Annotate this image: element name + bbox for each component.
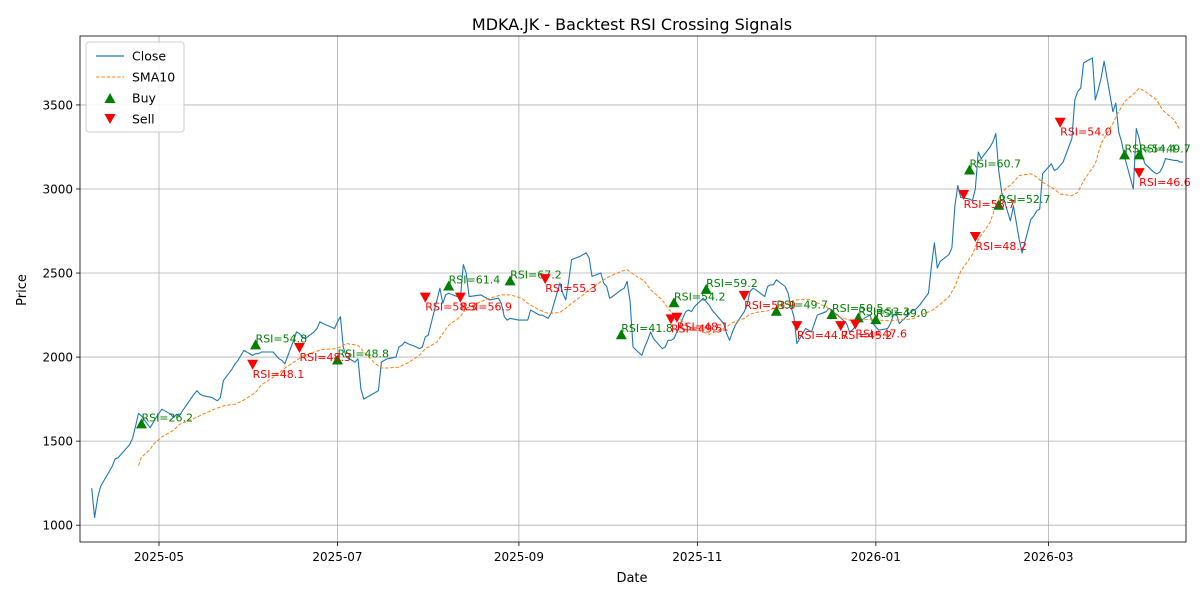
axes-frame	[79, 35, 1187, 543]
buy-marker	[1119, 149, 1131, 160]
buy-signal-label: RSI=52.7	[999, 193, 1051, 206]
sell-marker	[835, 321, 847, 332]
legend-label: SMA10	[132, 70, 175, 85]
buy-marker	[1133, 149, 1145, 160]
sell-marker	[539, 274, 551, 285]
buy-marker	[135, 418, 147, 429]
sell-marker	[1133, 168, 1145, 179]
buy-marker	[504, 275, 516, 286]
x-tick-label: 2026-01	[851, 550, 901, 564]
buy-signal-label: RSI=54.8	[256, 332, 308, 345]
buy-signal-label: RSI=54.4	[1125, 142, 1177, 155]
buy-signal-label: RSI=54.2	[674, 290, 726, 303]
sell-marker	[849, 319, 861, 330]
sell-signal-label: RSI=54.0	[1060, 126, 1112, 139]
x-tick-label: 2025-05	[134, 550, 184, 564]
sell-marker	[958, 190, 970, 201]
buy-marker	[700, 283, 712, 294]
sell-signal-label: RSI=56.9	[460, 301, 512, 314]
sell-marker	[419, 292, 431, 303]
sell-marker	[1054, 117, 1066, 128]
sell-signal-label: RSI=48.1	[677, 321, 729, 334]
buy-signal-label: RSI=53.3	[858, 305, 910, 318]
y-axis-label: Price	[15, 274, 30, 306]
buy-signal-label: RSI=50.5	[832, 302, 884, 315]
sell-signal-label: RSI=55.3	[545, 282, 597, 295]
buy-signal-label: RSI=26.2	[141, 411, 193, 424]
sell-marker	[969, 232, 981, 243]
legend-label: Close	[132, 49, 166, 64]
legend-label: Buy	[132, 91, 156, 106]
sell-marker	[293, 342, 305, 353]
y-tick-label: 1500	[42, 435, 73, 449]
sell-signal-label: RSI=45.2	[841, 329, 893, 342]
buy-signal-label: RSI=49.0	[876, 307, 928, 320]
chart-title: MDKA.JK - Backtest RSI Crossing Signals	[472, 15, 792, 34]
buy-marker	[331, 354, 343, 365]
y-tick-label: 3000	[42, 182, 73, 196]
sell-marker	[247, 359, 259, 370]
buy-marker	[770, 305, 782, 316]
sell-signal-label: RSI=53.9	[744, 299, 796, 312]
y-tick-label: 3500	[42, 98, 73, 112]
sell-signal-label: RSI=49.5	[671, 322, 723, 335]
sell-signal-label: RSI=58.7	[964, 198, 1016, 211]
sell-marker	[791, 321, 803, 332]
x-axis-label: Date	[616, 571, 647, 586]
sell-marker	[454, 292, 466, 303]
x-tick-label: 2025-11	[672, 550, 722, 564]
buy-signal-label: RSI=48.8	[337, 347, 389, 360]
sell-signal-label: RSI=47.6	[855, 327, 907, 340]
buy-marker	[668, 297, 680, 308]
x-tick-label: 2026-03	[1023, 550, 1073, 564]
plot-area: RSI=26.2 RSI=54.8 RSI=48.8 RSI=61.4 RSI=67.2…	[42, 35, 1191, 564]
legend-swatch-sell	[104, 114, 116, 124]
buy-signal-label: RSI=60.7	[969, 157, 1021, 170]
sell-signal-label: RSI=48.3	[299, 351, 351, 364]
sell-signal-label: RSI=46.6	[1139, 176, 1191, 189]
x-tick-label: 2025-07	[312, 550, 362, 564]
buy-signal-label: RSI=49.7	[1139, 142, 1191, 155]
buy-signal-label: RSI=61.4	[449, 273, 501, 286]
legend-label: Sell	[132, 112, 155, 127]
y-tick-label: 1000	[42, 519, 73, 533]
x-tick-label: 2025-09	[494, 550, 544, 564]
legend-box	[85, 41, 185, 133]
buy-signal-label: RSI=41.8	[621, 322, 673, 335]
buy-marker	[826, 309, 838, 320]
sell-signal-label: RSI=44.7	[797, 329, 849, 342]
sell-marker	[738, 290, 750, 301]
sell-signal-label: RSI=58.3	[425, 301, 477, 314]
y-tick-label: 2500	[42, 267, 73, 281]
sell-marker	[671, 312, 683, 323]
series-line-close	[91, 57, 1184, 519]
buy-signal-label: RSI=67.2	[510, 268, 562, 281]
buy-marker	[615, 329, 627, 340]
buy-marker	[250, 339, 262, 350]
buy-marker	[993, 199, 1005, 210]
buy-marker	[870, 314, 882, 325]
buy-marker	[963, 164, 975, 175]
buy-marker	[443, 280, 455, 291]
buy-signal-label: RSI=49.7	[776, 299, 828, 312]
sell-signal-label: RSI=48.1	[253, 368, 305, 381]
legend-swatch-buy	[104, 93, 116, 103]
sell-signal-label: RSI=48.2	[975, 240, 1027, 253]
legend: Close SMA10 Buy Sell	[85, 41, 185, 133]
y-tick-label: 2000	[42, 351, 73, 365]
buy-signal-label: RSI=59.2	[706, 277, 758, 290]
